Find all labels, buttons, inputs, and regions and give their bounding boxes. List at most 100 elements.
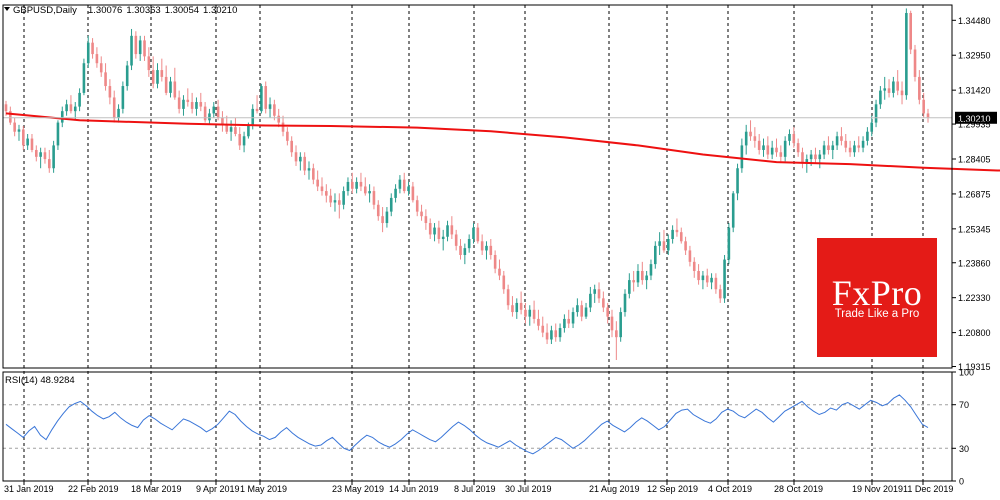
candle-body	[151, 70, 155, 84]
candle-body	[848, 147, 852, 153]
candle-body	[459, 245, 462, 255]
candle-body	[56, 122, 60, 146]
candle-body	[415, 200, 419, 212]
candle-body	[273, 104, 276, 116]
date-tick-label: 12 Sep 2019	[647, 484, 698, 494]
candle-body	[303, 156, 306, 171]
candle-body	[861, 140, 865, 148]
candle-body	[671, 229, 674, 240]
candle-body	[238, 133, 242, 146]
candle-body	[312, 168, 315, 180]
candle-body	[844, 140, 848, 148]
candle-body	[216, 106, 220, 119]
rsi-panel-frame	[2, 371, 953, 482]
candle-body	[705, 275, 709, 283]
price-panel-frame	[2, 4, 953, 369]
candle-body	[922, 99, 925, 114]
candle-body	[35, 149, 38, 157]
candle-body	[796, 143, 800, 153]
candle-body	[164, 76, 168, 93]
candle-body	[545, 332, 549, 340]
candle-body	[173, 81, 177, 98]
candle-body	[433, 227, 436, 235]
candle-body	[138, 40, 142, 55]
candle-body	[602, 298, 605, 308]
candle-body	[762, 145, 765, 150]
candle-body	[82, 63, 86, 93]
candle-body	[480, 241, 484, 251]
candle-body	[874, 104, 878, 123]
candle-body	[749, 131, 752, 137]
candle-body	[472, 227, 475, 240]
candle-body	[502, 275, 506, 290]
candle-body	[147, 56, 151, 71]
candle-body	[879, 90, 882, 105]
candle-body	[896, 81, 899, 91]
price-tick-label: 1.34480	[958, 16, 991, 26]
dropdown-arrow-icon[interactable]	[4, 7, 10, 11]
candle-body	[628, 280, 631, 294]
price-axis: 1.34480 1.32950 1.31420 1.29935 1.28405 1.268…	[952, 16, 991, 487]
candle-body	[229, 127, 233, 132]
candle-body	[355, 181, 358, 189]
price-tick-label: 1.22330	[958, 293, 991, 303]
candle-body	[342, 191, 345, 205]
candle-body	[913, 49, 917, 77]
candle-body	[454, 234, 458, 246]
candle-body	[264, 86, 268, 109]
candle-body	[368, 191, 371, 194]
candle-body	[926, 113, 930, 118]
candle-body	[299, 156, 302, 162]
candle-body	[770, 147, 774, 155]
candle-body	[883, 88, 887, 91]
candle-body	[666, 239, 670, 251]
candle-body	[822, 145, 826, 155]
fxpro-logo: FxPro Trade Like a Pro	[817, 238, 937, 357]
candle-body	[710, 277, 713, 283]
candle-body	[736, 168, 739, 194]
price-tick-label: 1.29935	[958, 120, 991, 130]
date-tick-label: 28 Oct 2019	[774, 484, 823, 494]
rsi-line	[5, 394, 929, 455]
moving-average-layer	[5, 112, 1000, 172]
rsi-tick-label: 0	[959, 477, 964, 487]
rsi-label: RSI(14) 48.9284	[5, 375, 75, 386]
candle-body	[550, 330, 553, 340]
candle-body	[714, 277, 718, 290]
current-price-tag	[955, 111, 997, 124]
candle-body	[814, 154, 817, 160]
candle-body	[441, 236, 445, 240]
candle-body	[268, 104, 272, 109]
candle-body	[177, 97, 181, 109]
candle-body	[320, 186, 324, 192]
candle-body	[467, 239, 471, 249]
candle-body	[17, 129, 21, 132]
candle-body	[580, 305, 584, 317]
candle-body	[95, 54, 99, 64]
date-tick-label: 11 Dec 2019	[903, 484, 953, 494]
candle-body	[658, 241, 661, 246]
candle-body	[831, 145, 835, 150]
candle-body	[801, 152, 804, 164]
candle-body	[727, 227, 731, 260]
candle-body	[870, 122, 874, 132]
candle-body	[221, 118, 224, 125]
candle-body	[195, 102, 198, 109]
candle-body	[160, 70, 164, 77]
candle-body	[446, 225, 449, 237]
candle-body	[372, 191, 376, 205]
candle-body	[398, 179, 402, 189]
candle-body	[641, 270, 644, 281]
candles-layer	[4, 8, 930, 361]
candle-body	[212, 106, 216, 114]
candle-body	[43, 152, 47, 160]
candle-body	[688, 250, 692, 262]
candle-body	[835, 136, 839, 146]
candle-body	[827, 145, 830, 150]
candle-body	[792, 133, 796, 144]
candle-body	[208, 113, 211, 121]
date-tick-label: 8 Jul 2019	[454, 484, 496, 494]
rsi-tick-label: 30	[959, 444, 969, 454]
candle-body	[91, 42, 94, 55]
candle-body	[13, 122, 16, 132]
